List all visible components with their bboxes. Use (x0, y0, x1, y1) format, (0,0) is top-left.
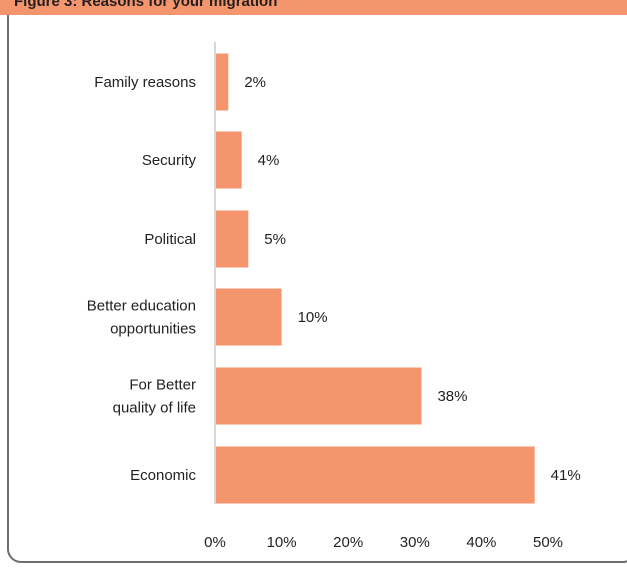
category-label-security: Security (142, 152, 197, 169)
value-label-economic: 41% (551, 467, 581, 484)
x-tick-labels: 0% 10% 20% 30% 40% 50% (204, 534, 563, 551)
category-label-for-better-quality-of-life: For Better quality of life (113, 377, 196, 417)
bars-group (216, 53, 535, 504)
category-label-political: Political (144, 231, 196, 248)
x-tick-label-30: 30% (400, 534, 430, 551)
category-label-better-education-opportunities: Better education opportunities (87, 298, 196, 338)
x-tick-label-40: 40% (466, 534, 496, 551)
x-tick-label-50: 50% (533, 534, 563, 551)
bar-for-better-quality-of-life (216, 367, 422, 425)
figure-header-band: Figure 3: Reasons for your migration (0, 0, 627, 15)
bar-family-reasons (216, 53, 229, 111)
value-labels: 2% 4% 5% 10% 38% 41% (244, 74, 580, 484)
bar-economic (216, 446, 535, 504)
figure-title: Figure 3: Reasons for your migration (14, 0, 278, 10)
bar-political (216, 210, 249, 268)
value-label-family-reasons: 2% (244, 74, 266, 91)
value-label-political: 5% (264, 231, 286, 248)
x-tick-label-10: 10% (267, 534, 297, 551)
value-label-for-better-quality-of-life: 38% (437, 388, 467, 405)
value-label-better-education-opportunities: 10% (298, 309, 328, 326)
category-label-economic: Economic (130, 467, 196, 484)
x-tick-label-20: 20% (333, 534, 363, 551)
x-tick-label-0: 0% (204, 534, 226, 551)
bar-security (216, 131, 242, 189)
category-labels: Family reasons Security Political Better ed… (87, 74, 197, 484)
value-label-security: 4% (258, 152, 280, 169)
bar-better-education-opportunities (216, 288, 282, 346)
category-label-family-reasons: Family reasons (94, 74, 196, 91)
